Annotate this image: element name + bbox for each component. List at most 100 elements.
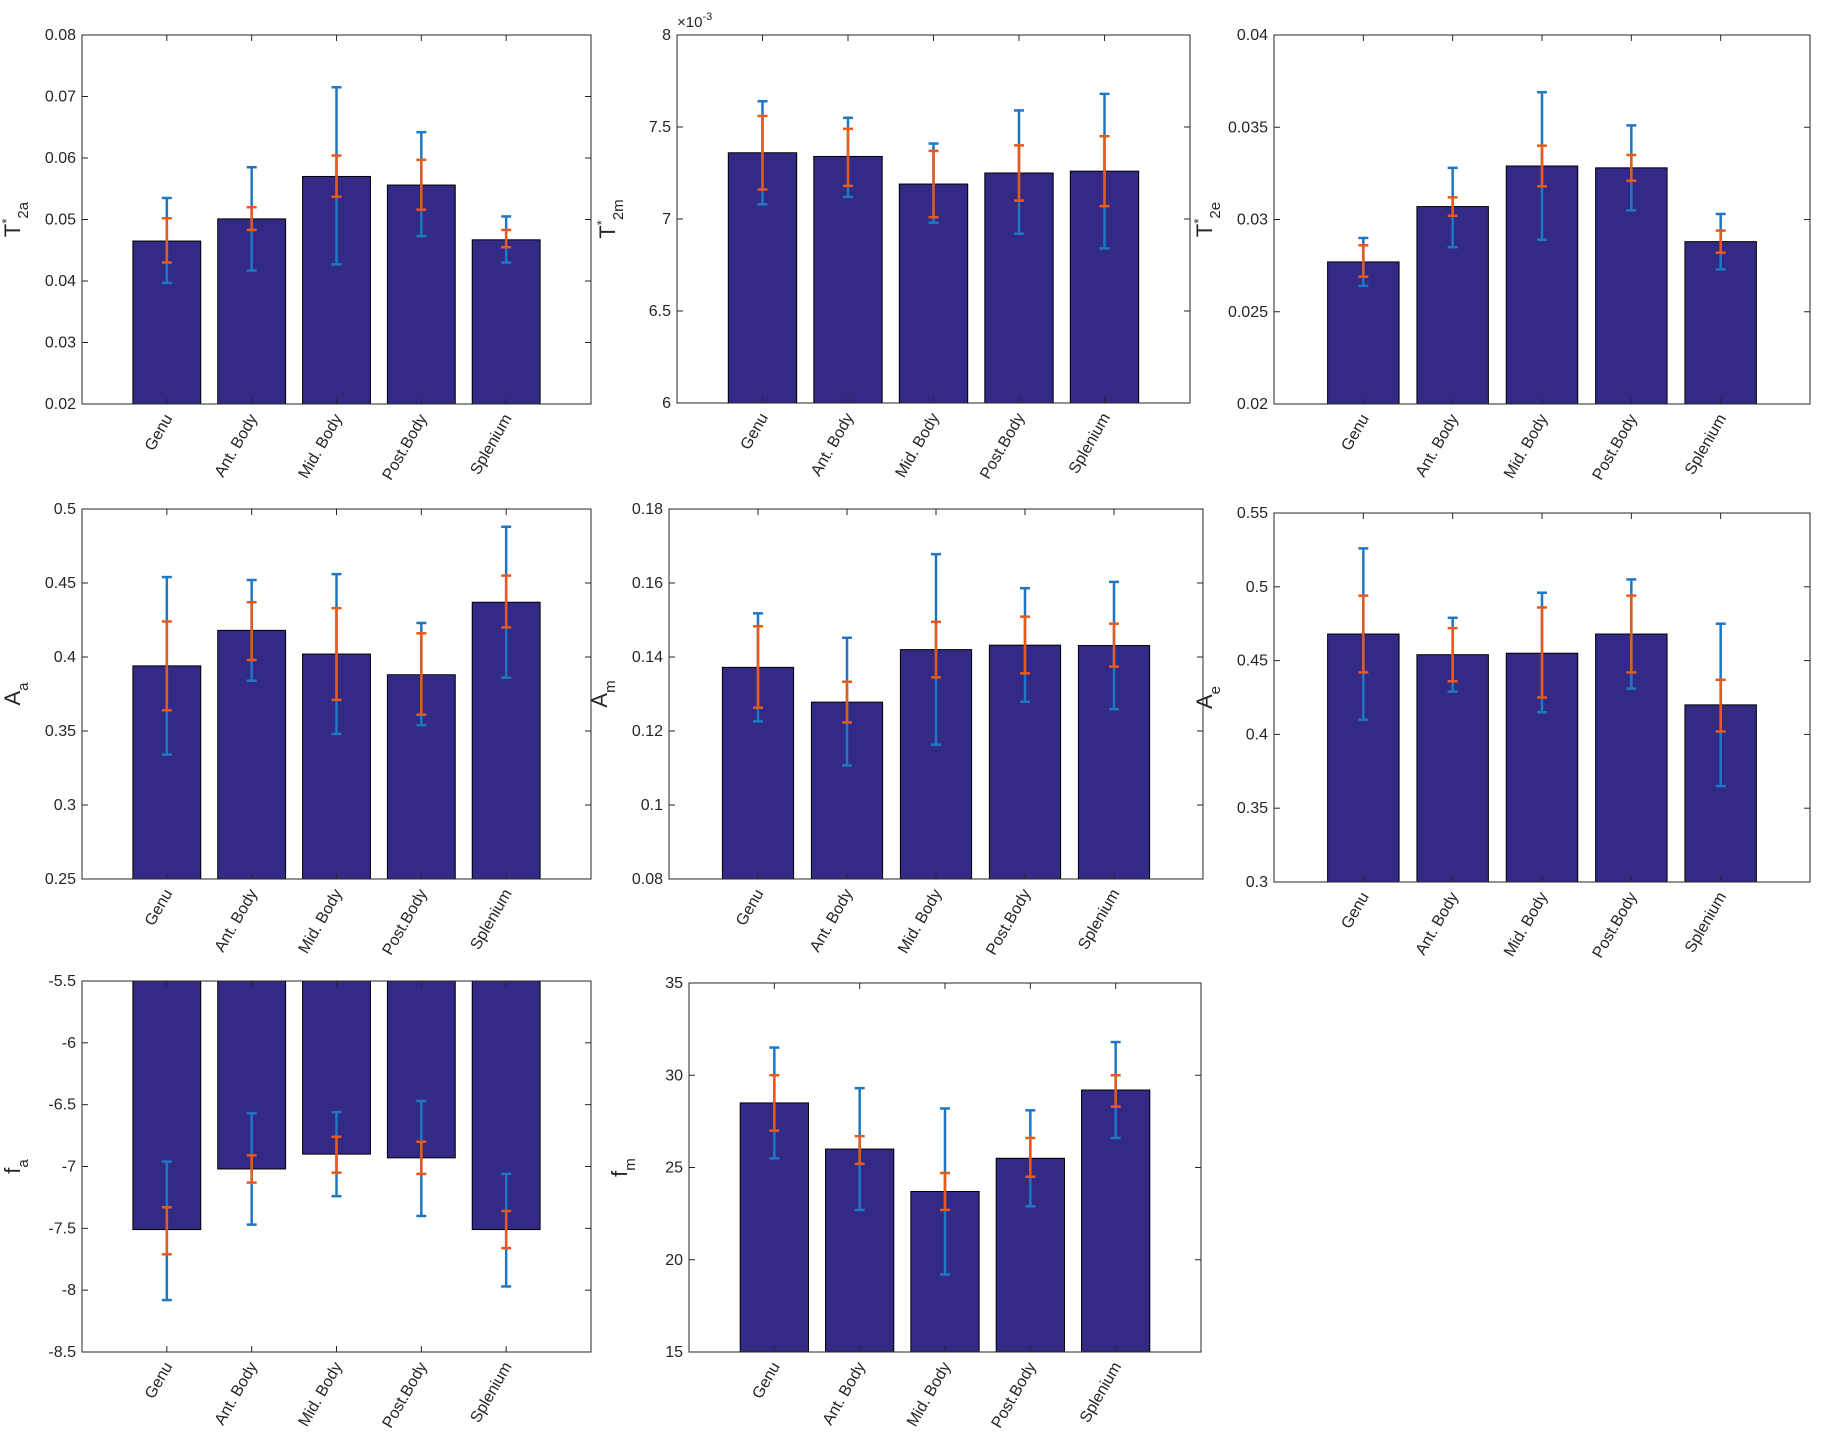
x-tick-label: Post.Body xyxy=(1590,890,1641,962)
sem-errorbar xyxy=(1447,196,1458,218)
sem-errorbar xyxy=(161,217,172,264)
y-tick-label: 0.04 xyxy=(1237,27,1268,44)
sem-errorbar xyxy=(769,1074,780,1132)
y-tick-label: 0.3 xyxy=(1246,874,1268,891)
sem-errorbar xyxy=(1715,678,1726,733)
sem-errorbar xyxy=(331,154,342,198)
x-tick-label: Splenium xyxy=(1075,887,1123,953)
y-tick-label: 0.5 xyxy=(54,501,76,518)
x-tick-label: Splenium xyxy=(1682,412,1730,478)
y-tick-label: -6 xyxy=(62,1035,76,1052)
sem-errorbar xyxy=(1014,144,1024,202)
sem-errorbar xyxy=(331,606,342,702)
chart-panel-2: 6 6.5 7 7.5 8 Genu Ant. Body Mid. Body Post.Body… xyxy=(594,11,1191,483)
sem-errorbar xyxy=(1099,134,1110,208)
sem-errorbar xyxy=(1537,606,1547,699)
y-axis-label: fm xyxy=(607,1158,639,1177)
x-tick-label: Genu xyxy=(142,412,176,454)
y-tick-label: 0.3 xyxy=(54,797,76,814)
x-tick-label: Mid. Body xyxy=(296,412,346,482)
y-tick-label: 0.5 xyxy=(1246,579,1268,596)
y-tick-label: 25 xyxy=(665,1160,683,1177)
sem-errorbar xyxy=(753,625,763,709)
chart-panel-7: -8.5 -8 -7.5 -7 -6.5 -6 -5.5 Genu Ant. Body Mid. … xyxy=(0,973,592,1432)
y-tick-label: 7 xyxy=(662,211,671,228)
y-tick-label: 0.14 xyxy=(632,649,663,666)
x-tick-label: Ant. Body xyxy=(212,1360,261,1429)
sem-errorbar xyxy=(1537,144,1547,188)
y-tick-label: -7 xyxy=(62,1159,76,1176)
x-tick-label: Genu xyxy=(738,411,772,453)
x-tick-label: Mid. Body xyxy=(904,1360,954,1430)
x-tick-label: Post.Body xyxy=(989,1360,1040,1432)
sem-errorbar xyxy=(416,632,427,716)
x-tick-label: Genu xyxy=(750,1360,784,1402)
x-tick-label: Mid. Body xyxy=(296,887,346,957)
x-tick-label: Splenium xyxy=(1066,411,1114,477)
x-tick-label: Mid. Body xyxy=(1501,890,1551,960)
y-tick-label: 0.08 xyxy=(45,27,76,44)
y-tick-label: 0.18 xyxy=(632,501,663,518)
y-tick-label: 0.45 xyxy=(45,575,76,592)
y-tick-label: 0.07 xyxy=(45,89,76,106)
x-tick-label: Ant. Body xyxy=(212,412,261,481)
x-tick-label: Splenium xyxy=(468,1360,516,1426)
y-axis-label: T*2a xyxy=(0,201,32,237)
sem-errorbar xyxy=(501,228,512,249)
x-tick-label: Post.Body xyxy=(977,411,1028,483)
chart-panel-6: 0.3 0.35 0.4 0.45 0.5 0.55 Genu Ant. Body Mid. B… xyxy=(1192,505,1811,962)
x-tick-label: Post.Body xyxy=(380,1360,431,1432)
x-tick-label: Mid. Body xyxy=(1501,412,1551,482)
chart-panel-8: 15 20 25 30 35 Genu Ant. Body Mid. Body Post.Bod… xyxy=(607,975,1202,1432)
sem-errorbar xyxy=(1358,594,1369,674)
x-tick-label: Post.Body xyxy=(1590,412,1641,484)
sem-errorbar xyxy=(757,114,768,191)
x-tick-label: Genu xyxy=(1339,890,1373,932)
x-tick-label: Mid. Body xyxy=(296,1360,346,1430)
y-tick-label: 0.4 xyxy=(54,649,76,666)
y-tick-label: 0.55 xyxy=(1237,505,1268,522)
y-tick-label: 0.05 xyxy=(45,212,76,229)
y-tick-label: 8 xyxy=(662,27,671,44)
chart-panel-3: 0.02 0.025 0.03 0.035 0.04 Genu Ant. Body Mid. … xyxy=(1191,27,1811,484)
sem-errorbar xyxy=(501,1209,512,1250)
y-tick-label: 0.035 xyxy=(1228,119,1268,136)
y-tick-label: -7.5 xyxy=(48,1220,76,1237)
x-tick-label: Ant. Body xyxy=(807,887,856,956)
sem-errorbar xyxy=(1358,244,1369,278)
x-tick-label: Post.Body xyxy=(380,887,431,959)
y-tick-label: 0.35 xyxy=(1237,800,1268,817)
y-tick-label: 0.04 xyxy=(45,273,76,290)
sem-errorbar xyxy=(928,149,939,219)
x-tick-label: Ant. Body xyxy=(1413,412,1462,481)
x-tick-label: Post.Body xyxy=(983,887,1034,959)
x-tick-label: Genu xyxy=(1339,412,1373,454)
y-tick-label: 6.5 xyxy=(649,303,671,320)
sem-errorbar xyxy=(1110,1074,1121,1108)
sem-errorbar xyxy=(1109,622,1119,668)
y-tick-label: -8 xyxy=(62,1282,76,1299)
sem-errorbar xyxy=(416,1140,427,1176)
y-tick-label: 0.1 xyxy=(641,797,663,814)
sem-errorbar xyxy=(854,1134,865,1166)
y-tick-label: 0.45 xyxy=(1237,653,1268,670)
sem-errorbar xyxy=(161,620,172,712)
sem-errorbar xyxy=(1626,153,1637,183)
sem-errorbar xyxy=(331,1135,342,1174)
y-tick-label: -8.5 xyxy=(48,1344,76,1361)
sem-errorbar xyxy=(842,680,852,724)
x-tick-label: Splenium xyxy=(468,412,516,478)
chart-panel-5: 0.08 0.1 0.12 0.14 0.16 0.18 Genu Ant. Body Mid.… xyxy=(587,501,1204,959)
sem-errorbar xyxy=(161,1206,172,1256)
y-tick-label: 0.16 xyxy=(632,575,663,592)
y-tick-label: 35 xyxy=(665,975,683,992)
y-axis-label: T*2m xyxy=(594,199,627,238)
y-axis-label: fa xyxy=(0,1159,32,1174)
y-tick-label: -6.5 xyxy=(48,1097,76,1114)
y-tick-label: 0.4 xyxy=(1246,726,1268,743)
bar xyxy=(471,239,541,405)
x-tick-label: Ant. Body xyxy=(820,1360,869,1429)
y-tick-label: 0.06 xyxy=(45,150,76,167)
sem-errorbar xyxy=(416,158,427,211)
